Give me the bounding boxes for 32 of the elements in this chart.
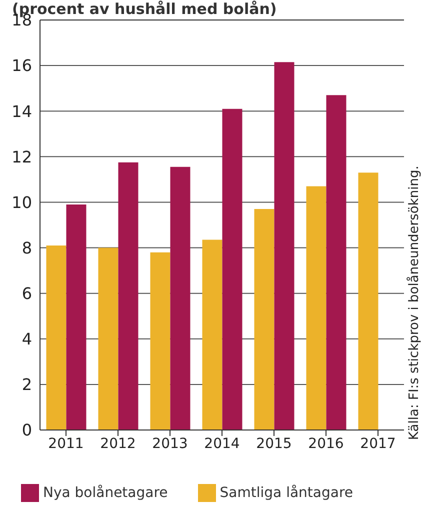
y-tick-label: 4 <box>22 330 32 349</box>
bar <box>326 95 346 430</box>
y-tick-label: 14 <box>12 102 32 121</box>
x-tick-label: 2014 <box>204 436 240 452</box>
bar <box>66 204 86 430</box>
bar <box>118 162 138 430</box>
y-tick-label: 12 <box>12 147 32 166</box>
bar <box>274 62 294 430</box>
x-tick-label: 2016 <box>308 436 344 452</box>
legend-label: Nya bolånetagare <box>42 484 168 501</box>
x-tick-label: 2017 <box>360 436 396 452</box>
bar <box>170 166 190 430</box>
legend-label: Samtliga låntagare <box>220 484 354 501</box>
y-tick-label: 10 <box>12 192 32 212</box>
bar <box>98 248 118 430</box>
x-tick-label: 2013 <box>152 436 188 452</box>
bar <box>306 186 326 430</box>
x-tick-label: 2015 <box>256 436 292 452</box>
bar <box>254 209 274 430</box>
text: Källa: FI:s stickprov i bolåneundersökning. <box>407 164 422 440</box>
bar <box>222 108 242 430</box>
bar <box>202 240 222 430</box>
y-tick-label: 16 <box>12 56 32 76</box>
y-tick-label: 6 <box>22 284 32 304</box>
y-tick-label: 0 <box>22 420 32 440</box>
y-tick-label: 2 <box>22 375 32 394</box>
x-tick-label: 2011 <box>48 436 84 452</box>
x-tick-label: 2012 <box>100 436 136 452</box>
bar <box>150 252 170 430</box>
y-tick-label: 8 <box>22 238 32 258</box>
bar <box>46 246 66 430</box>
bar <box>358 172 378 430</box>
